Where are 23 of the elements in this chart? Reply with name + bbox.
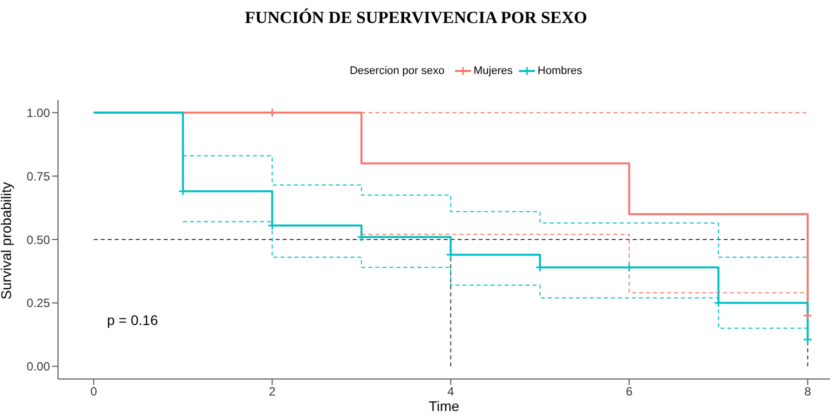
x-tick-label: 0 (90, 384, 98, 399)
x-tick-label: 6 (626, 384, 633, 399)
x-tick-label: 4 (447, 384, 454, 399)
y-tick-label: 0.75 (26, 169, 50, 184)
y-tick-label: 0.00 (26, 360, 50, 374)
legend-label: Mujeres (474, 65, 513, 77)
point (267, 108, 277, 118)
chart-title: FUNCIÓN DE SUPERVIVENCIA POR SEXO (244, 8, 588, 28)
y-tick-label: 0.25 (26, 296, 50, 310)
annotation: p = 0.16 (107, 312, 158, 328)
y-tick-label: 0.50 (26, 232, 50, 247)
x-tick-label: 8 (804, 384, 812, 399)
x-tick-label: 2 (268, 384, 276, 399)
point (802, 310, 812, 320)
point (624, 262, 634, 272)
legend-label: Hombres (538, 65, 582, 77)
x-axis-title: Time (428, 398, 460, 414)
y-axis-title: Survival probability (0, 182, 14, 300)
point (802, 334, 812, 344)
point (714, 298, 724, 308)
legend-title: Desercion por sexo (350, 65, 445, 77)
point (535, 262, 545, 272)
y-tick-label: 1.00 (26, 106, 50, 120)
